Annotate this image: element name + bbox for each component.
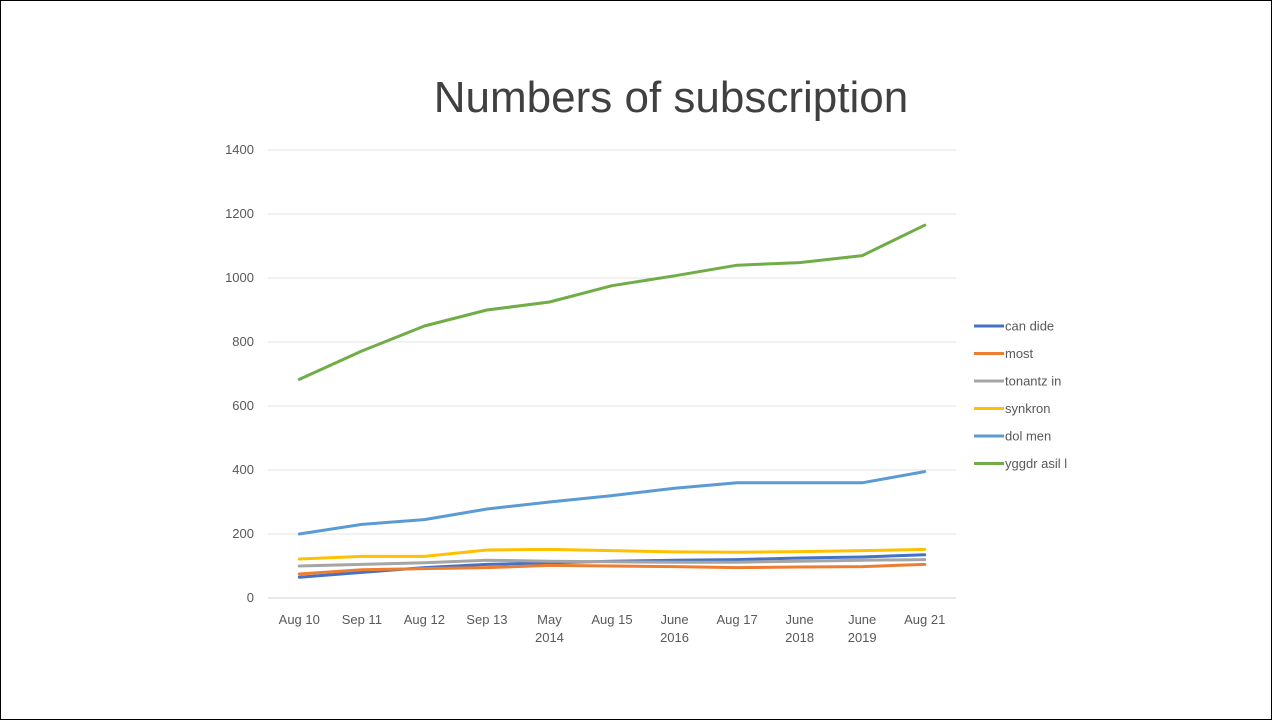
- x-tick-label: Aug 15: [591, 612, 632, 627]
- series-line: [297, 547, 927, 561]
- x-tick-label: Aug 21: [904, 612, 945, 627]
- x-tick-label: May 2014: [535, 612, 564, 645]
- series-line: [297, 470, 927, 536]
- y-tick-label: 800: [232, 334, 254, 349]
- x-tick-label: Aug 17: [716, 612, 757, 627]
- y-tick-label: 400: [232, 462, 254, 477]
- series-line: [297, 558, 927, 568]
- x-tick-label: Sep 11: [342, 612, 382, 627]
- y-tick-label: 0: [247, 590, 254, 605]
- series-line: [297, 223, 927, 381]
- y-tick-label: 1400: [225, 142, 254, 157]
- legend-label: synkron: [1005, 401, 1051, 416]
- x-tick-label: June 2016: [660, 612, 689, 645]
- x-tick-label: June 2019: [848, 612, 877, 645]
- legend-label: tonantz in: [1005, 374, 1061, 389]
- x-tick-label: June 2018: [785, 612, 814, 645]
- y-tick-label: 1000: [225, 270, 254, 285]
- y-tick-label: 600: [232, 398, 254, 413]
- y-tick-label: 200: [232, 526, 254, 541]
- legend-label: most: [1005, 346, 1034, 361]
- chart-title: Numbers of subscription: [433, 73, 909, 122]
- series-line: [297, 562, 927, 576]
- x-tick-label: Aug 10: [279, 612, 320, 627]
- y-tick-label: 1200: [225, 206, 254, 221]
- legend-label: yggdr asil l: [1005, 456, 1067, 471]
- legend-label: dol men: [1005, 429, 1051, 444]
- x-tick-label: Sep 13: [466, 612, 507, 627]
- x-tick-label: Aug 12: [404, 612, 445, 627]
- legend-label: can dide: [1005, 319, 1054, 334]
